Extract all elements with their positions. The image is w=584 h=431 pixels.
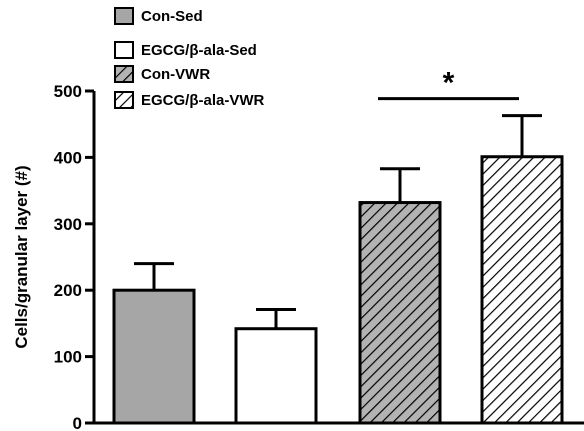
legend-swatch	[114, 91, 134, 109]
bar-group	[480, 114, 564, 425]
bar	[234, 327, 318, 425]
y-axis-title: Cells/granular layer (#)	[12, 165, 31, 348]
legend-swatch	[114, 65, 134, 83]
y-tick-label: 300	[54, 215, 82, 234]
y-tick-label: 200	[54, 281, 82, 300]
bar-group	[358, 167, 442, 425]
legend-swatch	[114, 7, 134, 25]
bar-group	[234, 307, 318, 425]
legend-label: Con-VWR	[141, 66, 210, 83]
bar	[480, 155, 564, 425]
bars	[112, 114, 564, 425]
legend-item: Con-Sed	[114, 7, 203, 25]
y-tick-label: 0	[73, 414, 82, 431]
y-tick-label: 400	[54, 148, 82, 167]
bar-group	[112, 262, 196, 425]
legend: Con-Sed EGCG/β-ala-Sed Con-VWR EGCG/β-ala-V…	[114, 7, 265, 109]
bar	[112, 288, 196, 425]
legend-item: EGCG/β-ala-Sed	[114, 41, 257, 59]
legend-item: EGCG/β-ala-VWR	[114, 91, 265, 109]
y-tick-label: 500	[54, 82, 82, 101]
y-tick-label: 100	[54, 348, 82, 367]
y-axis: 0 100 200 300 400 500	[54, 82, 96, 431]
significance-label: *	[443, 67, 455, 100]
legend-label: EGCG/β-ala-Sed	[141, 42, 257, 59]
legend-label: EGCG/β-ala-VWR	[141, 92, 265, 109]
bar	[358, 201, 442, 425]
legend-swatch	[114, 41, 134, 59]
legend-label: Con-Sed	[141, 8, 203, 25]
legend-item: Con-VWR	[114, 65, 210, 83]
significance-annotations: *	[378, 67, 519, 101]
